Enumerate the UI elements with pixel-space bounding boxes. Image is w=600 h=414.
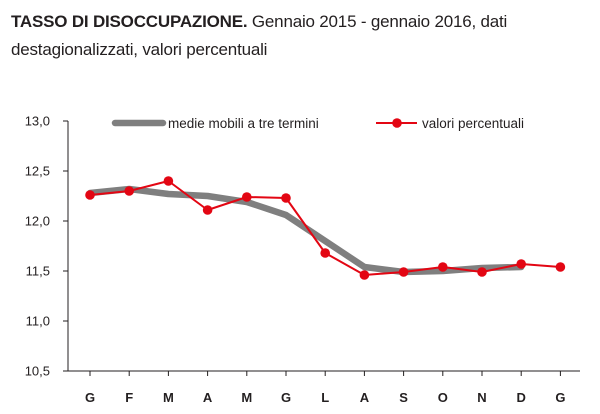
legend: medie mobili a tre termini valori percent… bbox=[111, 116, 524, 131]
x-tick-label: O bbox=[438, 390, 448, 405]
data-point bbox=[398, 267, 409, 277]
chart-title: TASSO DI DISOCCUPAZIONE. Gennaio 2015 - … bbox=[11, 8, 591, 64]
x-tick-label: D bbox=[517, 390, 526, 405]
x-tick-label: A bbox=[360, 390, 370, 405]
x-tick-label: A bbox=[203, 390, 213, 405]
data-point bbox=[555, 262, 566, 272]
data-point bbox=[438, 262, 448, 272]
legend-label-moving-average: medie mobili a tre termini bbox=[168, 116, 319, 131]
x-tick-label: N bbox=[477, 390, 486, 405]
y-tick-label: 11,0 bbox=[26, 314, 50, 329]
x-tick-label: M bbox=[241, 390, 252, 405]
axes bbox=[67, 121, 580, 372]
x-tick-label: G bbox=[281, 390, 291, 405]
data-point bbox=[124, 186, 134, 196]
data-point bbox=[516, 259, 526, 269]
data-point bbox=[85, 190, 95, 200]
y-tick-label: 13,0 bbox=[25, 114, 50, 129]
x-tick-label: G bbox=[555, 390, 565, 405]
chart-subtitle: Gennaio 2015 - gennaio 2016, dati destag… bbox=[11, 12, 508, 59]
x-tick-label: S bbox=[399, 390, 408, 405]
data-point bbox=[202, 205, 213, 215]
y-axis-ticks: 10,5 11,0 11,5 12,0 12,5 13,0 bbox=[25, 114, 68, 379]
y-tick-label: 12,5 bbox=[25, 164, 50, 179]
data-point bbox=[242, 192, 252, 202]
x-tick-label: M bbox=[163, 390, 174, 405]
legend-marker-percent-values bbox=[392, 118, 402, 128]
y-tick-label: 12,0 bbox=[25, 214, 50, 229]
legend-label-percent-values: valori percentuali bbox=[422, 116, 524, 131]
data-point bbox=[359, 270, 370, 280]
series-line-moving-average bbox=[86, 185, 525, 276]
data-point bbox=[281, 193, 291, 203]
x-tick-label: L bbox=[321, 390, 329, 405]
data-point bbox=[320, 248, 331, 258]
data-point bbox=[163, 176, 174, 186]
x-tick-label: G bbox=[85, 390, 95, 405]
y-tick-label: 10,5 bbox=[25, 364, 50, 379]
y-tick-label: 11,5 bbox=[26, 264, 50, 279]
x-tick-label: F bbox=[125, 390, 133, 405]
chart-title-strong: TASSO DI DISOCCUPAZIONE. bbox=[11, 12, 248, 31]
series-layer bbox=[85, 176, 566, 280]
data-point bbox=[477, 267, 487, 277]
